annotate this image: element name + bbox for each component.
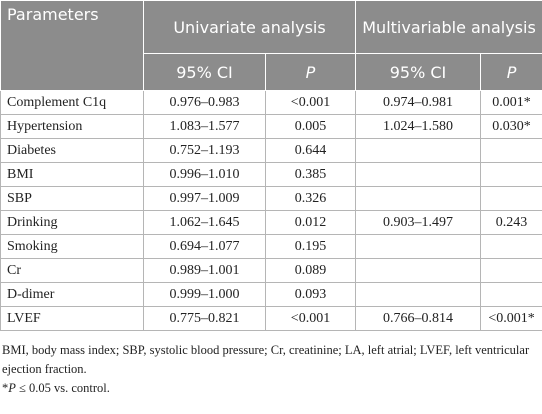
footnotes: BMI, body mass index; SBP, systolic bloo… [0, 331, 542, 398]
row-label: Diabetes [0, 138, 144, 163]
table-body: Complement C1q 0.976–0.983 <0.001 0.974–0.9… [0, 90, 542, 331]
cell [355, 234, 482, 259]
footnote-p: P [8, 381, 16, 395]
cell [355, 282, 482, 307]
cell: 0.644 [264, 138, 357, 163]
cell: 0.001* [480, 90, 542, 115]
table-row: Cr 0.989–1.001 0.089 [0, 258, 542, 283]
row-label: BMI [0, 162, 144, 187]
table-row: Diabetes 0.752–1.193 0.644 [0, 138, 542, 163]
cell: 0.326 [264, 186, 357, 211]
cell: 1.024–1.580 [355, 114, 482, 139]
cell: 0.752–1.193 [143, 138, 266, 163]
table-row: LVEF 0.775–0.821 <0.001 0.766–0.814 <0.001* [0, 306, 542, 331]
table-row: SBP 0.997–1.009 0.326 [0, 186, 542, 211]
cell: <0.001* [480, 306, 542, 331]
footnote-mark: * [2, 381, 9, 395]
cell [480, 162, 542, 187]
row-label: Cr [0, 258, 144, 283]
table-row: Drinking 1.062–1.645 0.012 0.903–1.497 0.243 [0, 210, 542, 235]
footnote: *P ≤ 0.05 vs. control. [2, 379, 540, 398]
row-label: Drinking [0, 210, 144, 235]
table-row: Complement C1q 0.976–0.983 <0.001 0.974–0.9… [0, 90, 542, 115]
row-label: Complement C1q [0, 90, 144, 115]
cell: 0.030* [480, 114, 542, 139]
cell [480, 186, 542, 211]
cell: 0.385 [264, 162, 357, 187]
results-table: Parameters Univariate analysis Multivari… [0, 0, 542, 331]
cell: 0.766–0.814 [355, 306, 482, 331]
row-label: Hypertension [0, 114, 144, 139]
row-label: LVEF [0, 306, 144, 331]
cell [355, 258, 482, 283]
cell [480, 282, 542, 307]
cell: 0.903–1.497 [355, 210, 482, 235]
header-cell: Multivariable analysis [355, 0, 542, 54]
header-cell: 95% CI [355, 53, 482, 91]
table-row: Smoking 0.694–1.077 0.195 [0, 234, 542, 259]
cell [355, 138, 482, 163]
header-cell: Univariate analysis [142, 0, 357, 54]
cell: 0.996–1.010 [143, 162, 266, 187]
table-row: BMI 0.996–1.010 0.385 [0, 162, 542, 187]
cell: 0.999–1.000 [143, 282, 266, 307]
cell: 1.062–1.645 [143, 210, 266, 235]
table-row: Hypertension 1.083–1.577 0.005 1.024–1.580 0… [0, 114, 542, 139]
cell: 0.093 [264, 282, 357, 307]
header-cell: Parameters [0, 0, 144, 91]
header-cell: 95% CI [143, 53, 266, 91]
table-row: D-dimer 0.999–1.000 0.093 [0, 282, 542, 307]
cell: 0.976–0.983 [143, 90, 266, 115]
cell [355, 186, 482, 211]
cell [480, 138, 542, 163]
cell: <0.001 [264, 306, 357, 331]
footnote: BMI, body mass index; SBP, systolic bloo… [2, 343, 530, 376]
cell: 0.243 [480, 210, 542, 235]
header-cell: P [480, 53, 542, 91]
cell: 1.083–1.577 [143, 114, 266, 139]
cell [480, 258, 542, 283]
row-label: D-dimer [0, 282, 144, 307]
cell: 0.775–0.821 [143, 306, 266, 331]
cell: 0.195 [264, 234, 357, 259]
cell [355, 162, 482, 187]
cell: 0.974–0.981 [355, 90, 482, 115]
cell: 0.005 [264, 114, 357, 139]
cell: <0.001 [264, 90, 357, 115]
cell: 0.997–1.009 [143, 186, 266, 211]
cell: 0.989–1.001 [143, 258, 266, 283]
row-label: Smoking [0, 234, 144, 259]
header-cell: P [264, 53, 357, 91]
row-label: SBP [0, 186, 144, 211]
cell: 0.089 [264, 258, 357, 283]
cell: 0.694–1.077 [143, 234, 266, 259]
footnote-text: ≤ 0.05 vs. control. [15, 381, 110, 395]
cell [480, 234, 542, 259]
cell: 0.012 [264, 210, 357, 235]
